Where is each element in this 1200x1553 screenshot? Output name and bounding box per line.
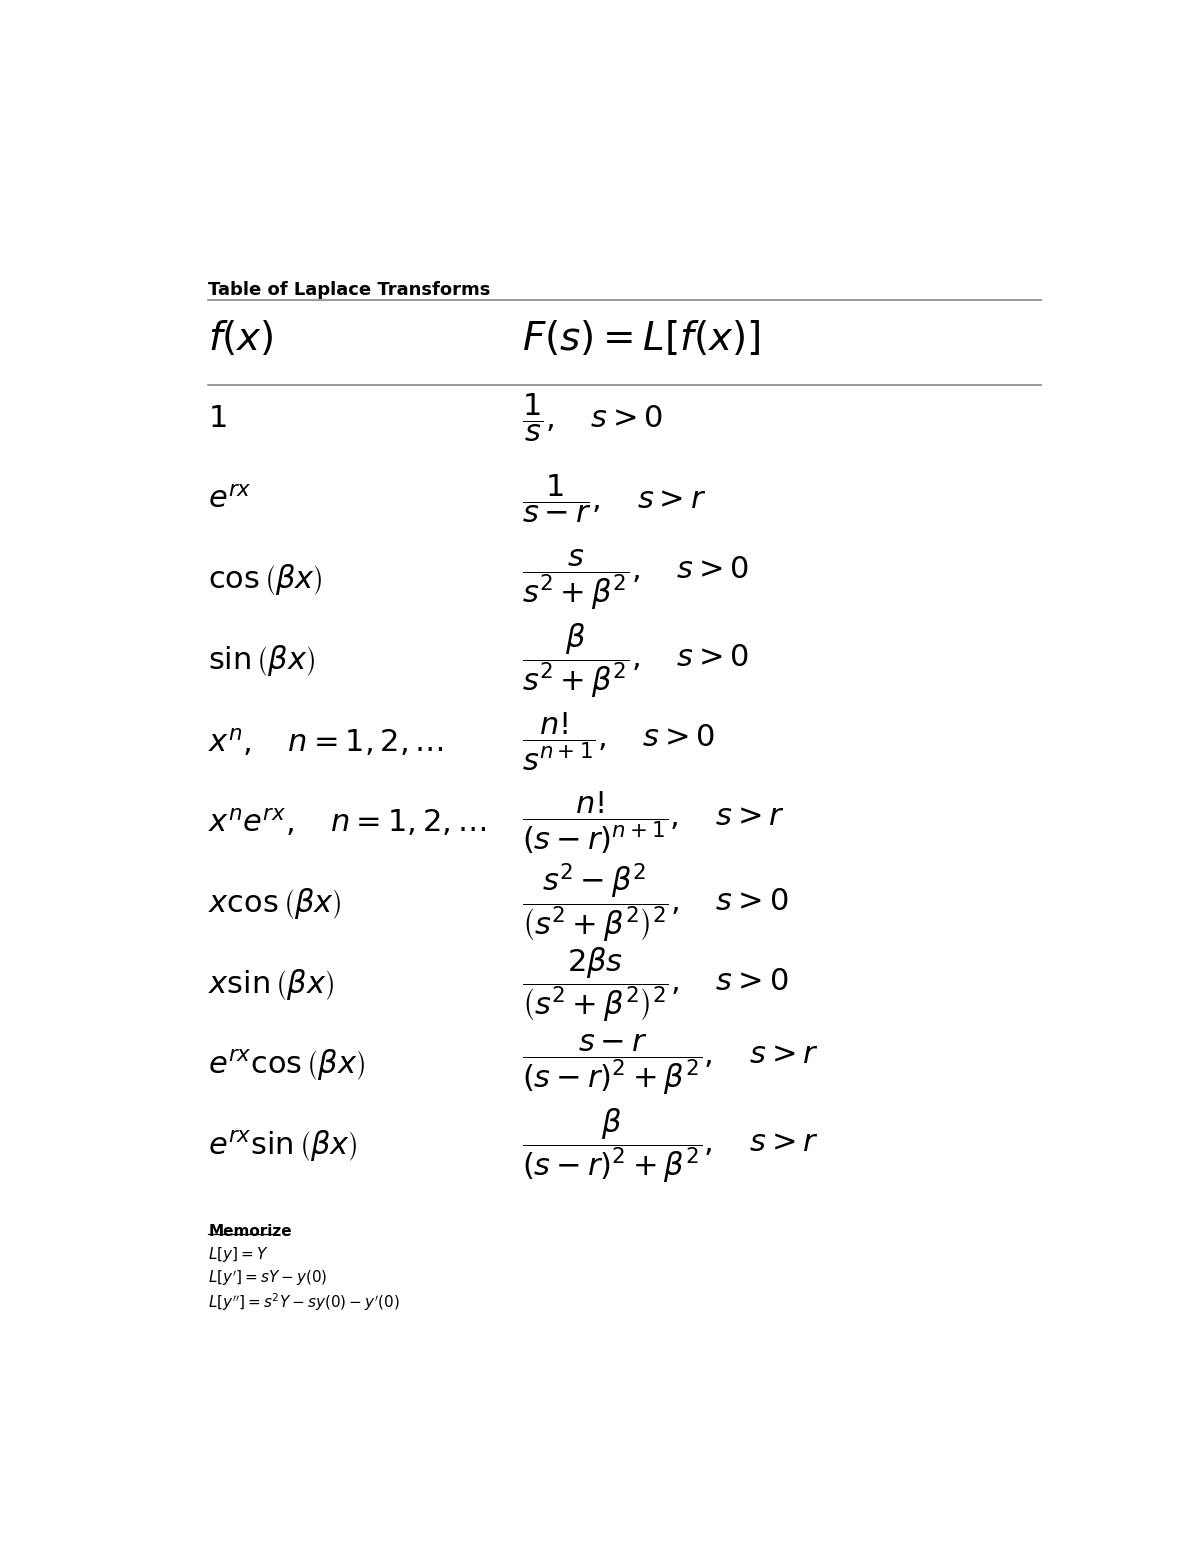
Text: $L[y'']=s^2Y-sy(0)-y'(0)$: $L[y'']=s^2Y-sy(0)-y'(0)$ [208, 1291, 400, 1312]
Text: $\dfrac{s^2-\beta^2}{\left(s^2+\beta^2\right)^2},\quad s>0$: $\dfrac{s^2-\beta^2}{\left(s^2+\beta^2\r… [522, 862, 788, 944]
Text: $e^{rx}$: $e^{rx}$ [208, 485, 252, 514]
Text: $x\sin\left(\beta x\right)$: $x\sin\left(\beta x\right)$ [208, 966, 334, 1002]
Text: $\dfrac{n!}{\left(s-r\right)^{n+1}},\quad s>r$: $\dfrac{n!}{\left(s-r\right)^{n+1}},\qua… [522, 789, 785, 856]
Text: Memorize: Memorize [208, 1224, 292, 1239]
Text: $\dfrac{n!}{s^{n+1}},\quad s>0$: $\dfrac{n!}{s^{n+1}},\quad s>0$ [522, 710, 715, 773]
Text: Table of Laplace Transforms: Table of Laplace Transforms [208, 281, 491, 300]
Text: $\dfrac{2\beta s}{\left(s^2+\beta^2\right)^2},\quad s>0$: $\dfrac{2\beta s}{\left(s^2+\beta^2\righ… [522, 944, 788, 1023]
Text: $\dfrac{s-r}{\left(s-r\right)^2+\beta^2},\quad s>r$: $\dfrac{s-r}{\left(s-r\right)^2+\beta^2}… [522, 1033, 818, 1098]
Text: $e^{rx}\cos\left(\beta x\right)$: $e^{rx}\cos\left(\beta x\right)$ [208, 1047, 365, 1082]
Text: $\dfrac{1}{s-r},\quad s>r$: $\dfrac{1}{s-r},\quad s>r$ [522, 472, 707, 525]
Text: $x^n, \quad n=1,2,\ldots$: $x^n, \quad n=1,2,\ldots$ [208, 725, 444, 758]
Text: $L[y]=Y$: $L[y]=Y$ [208, 1246, 269, 1264]
Text: $F\left(s\right)=L\left[f\left(x\right)\right]$: $F\left(s\right)=L\left[f\left(x\right)\… [522, 320, 761, 359]
Text: $1$: $1$ [208, 404, 227, 433]
Text: $\cos\left(\beta x\right)$: $\cos\left(\beta x\right)$ [208, 562, 323, 598]
Text: $\dfrac{s}{s^2+\beta^2},\quad s>0$: $\dfrac{s}{s^2+\beta^2},\quad s>0$ [522, 547, 749, 612]
Text: $L[y']=sY-y(0)$: $L[y']=sY-y(0)$ [208, 1269, 328, 1287]
Text: $x^n e^{rx}, \quad n=1,2,\ldots$: $x^n e^{rx}, \quad n=1,2,\ldots$ [208, 806, 486, 839]
Text: $\dfrac{\beta}{\left(s-r\right)^2+\beta^2},\quad s>r$: $\dfrac{\beta}{\left(s-r\right)^2+\beta^… [522, 1106, 818, 1185]
Text: $\dfrac{1}{s},\quad s>0$: $\dfrac{1}{s},\quad s>0$ [522, 391, 664, 444]
Text: $\sin\left(\beta x\right)$: $\sin\left(\beta x\right)$ [208, 643, 316, 679]
Text: $x\cos\left(\beta x\right)$: $x\cos\left(\beta x\right)$ [208, 885, 342, 921]
Text: $e^{rx}\sin\left(\beta x\right)$: $e^{rx}\sin\left(\beta x\right)$ [208, 1129, 358, 1163]
Text: $f\left(x\right)$: $f\left(x\right)$ [208, 320, 274, 359]
Text: $\dfrac{\beta}{s^2+\beta^2},\quad s>0$: $\dfrac{\beta}{s^2+\beta^2},\quad s>0$ [522, 621, 749, 700]
